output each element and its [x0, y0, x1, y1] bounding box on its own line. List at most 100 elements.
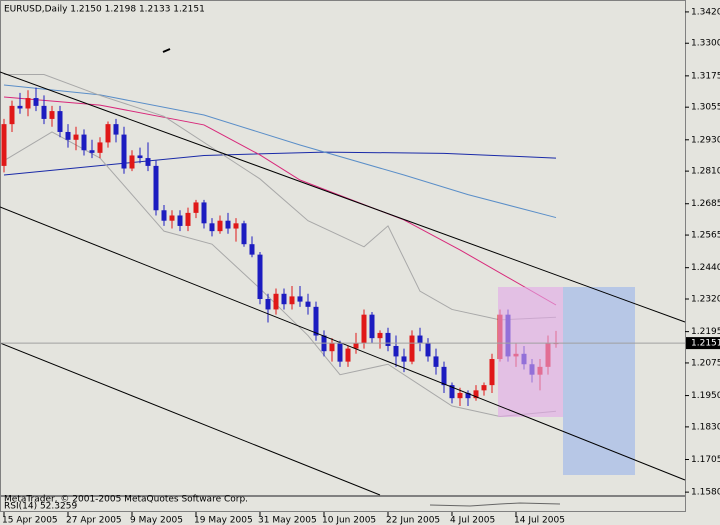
candle-body: [129, 155, 135, 169]
candle-body: [353, 343, 359, 349]
candle-body: [305, 301, 311, 307]
candle-body: [329, 343, 335, 352]
candle-body: [49, 111, 55, 119]
y-tick-label: 1.3300: [691, 39, 720, 49]
projection-box: [563, 287, 635, 475]
x-tick-label: 9 May 2005: [130, 516, 183, 525]
candle-body: [137, 155, 143, 159]
x-tick-label: 22 Jun 2005: [386, 516, 440, 525]
candle-body: [409, 335, 415, 362]
y-tick-label: 1.1580: [691, 488, 720, 498]
x-tick-label: 4 Jul 2005: [450, 516, 495, 525]
candle-body: [473, 390, 479, 399]
candle-body: [177, 215, 183, 226]
x-tick-label: 27 Apr 2005: [66, 516, 122, 525]
candle-body: [185, 212, 191, 226]
candle-body: [193, 202, 199, 213]
candle-body: [41, 105, 47, 119]
y-tick-label: 1.2320: [691, 295, 720, 305]
channel-line: [0, 71, 686, 323]
chart-title: EURUSD,Daily 1.2150 1.2198 1.2133 1.2151: [4, 5, 205, 15]
indicator-label: RSI(14) 52.3259: [4, 502, 77, 512]
candle-body: [425, 343, 431, 357]
candle-body: [145, 158, 151, 166]
x-tick-label: 31 May 2005: [258, 516, 317, 525]
candle-body: [465, 392, 471, 399]
candle-body: [25, 98, 31, 109]
candle-body: [385, 332, 391, 346]
candle-body: [105, 124, 111, 143]
candle-body: [313, 306, 319, 336]
channel-line: [0, 342, 381, 496]
y-tick-label: 1.2440: [691, 263, 720, 273]
y-tick-label: 1.2810: [691, 167, 720, 177]
y-tick-label: 1.2565: [691, 231, 720, 241]
y-tick-label: 1.3055: [691, 103, 720, 113]
y-tick-label: 1.1705: [691, 455, 720, 465]
candle-body: [441, 366, 447, 386]
candle-body: [217, 220, 223, 232]
x-tick-label: 10 Jun 2005: [322, 516, 376, 525]
y-tick-label: 1.3175: [691, 71, 720, 81]
candle-body: [297, 296, 303, 302]
overlay-line: [3, 96, 557, 306]
candle-body: [281, 293, 287, 305]
price-label: 1.2151: [691, 339, 720, 349]
candle-body: [161, 210, 167, 221]
y-tick-label: 1.2685: [691, 199, 720, 209]
candle-body: [209, 223, 215, 232]
candle-body: [233, 223, 239, 229]
y-tick-label: 1.1950: [691, 391, 720, 401]
candle-body: [225, 220, 231, 229]
candle-body: [369, 314, 375, 339]
y-tick-label: 1.2930: [691, 135, 720, 145]
x-tick-label: 15 Apr 2005: [2, 516, 58, 525]
candle-body: [89, 150, 95, 153]
candle-body: [361, 314, 367, 344]
candle-body: [81, 134, 87, 151]
candle-body: [433, 356, 439, 367]
candle-body: [249, 244, 255, 255]
indicator-line: [429, 502, 561, 507]
y-tick-label: 1.2195: [691, 327, 720, 337]
candle-body: [17, 105, 23, 109]
candle-body: [121, 134, 127, 169]
candle-body: [97, 142, 103, 153]
candle-body: [1, 124, 7, 166]
candle-body: [169, 215, 175, 221]
candle-body: [153, 165, 159, 211]
candle-body: [337, 343, 343, 362]
candle-body: [265, 299, 271, 310]
candle-body: [401, 356, 407, 362]
candle-body: [9, 105, 15, 125]
overlay-line: [3, 151, 557, 176]
candle-body: [449, 385, 455, 399]
candle-body: [377, 332, 383, 339]
indicator-frame: [0, 496, 686, 512]
candle-body: [57, 111, 63, 132]
highlight-box: [498, 287, 563, 417]
candle-body: [417, 335, 423, 344]
candle-body: [345, 348, 351, 362]
candle-body: [273, 293, 279, 310]
candle-body: [289, 296, 295, 305]
candle-body: [73, 134, 79, 140]
candle-body: [481, 385, 487, 391]
plot-frame: [0, 0, 686, 496]
candle-body: [257, 254, 263, 300]
candle-body: [489, 359, 495, 386]
candle-body: [457, 392, 463, 399]
marker: [162, 48, 171, 53]
candle-body: [393, 345, 399, 357]
copyright: MetaTrader, © 2001-2005 MetaQuotes Softw…: [4, 495, 248, 505]
y-tick-label: 1.1830: [691, 422, 720, 432]
candle-body: [241, 223, 247, 245]
candle-body: [33, 98, 39, 106]
candle-body: [65, 131, 71, 140]
x-tick-label: 19 May 2005: [194, 516, 253, 525]
y-tick-label: 1.3420: [691, 7, 720, 17]
candle-body: [201, 202, 207, 224]
candle-body: [113, 124, 119, 135]
